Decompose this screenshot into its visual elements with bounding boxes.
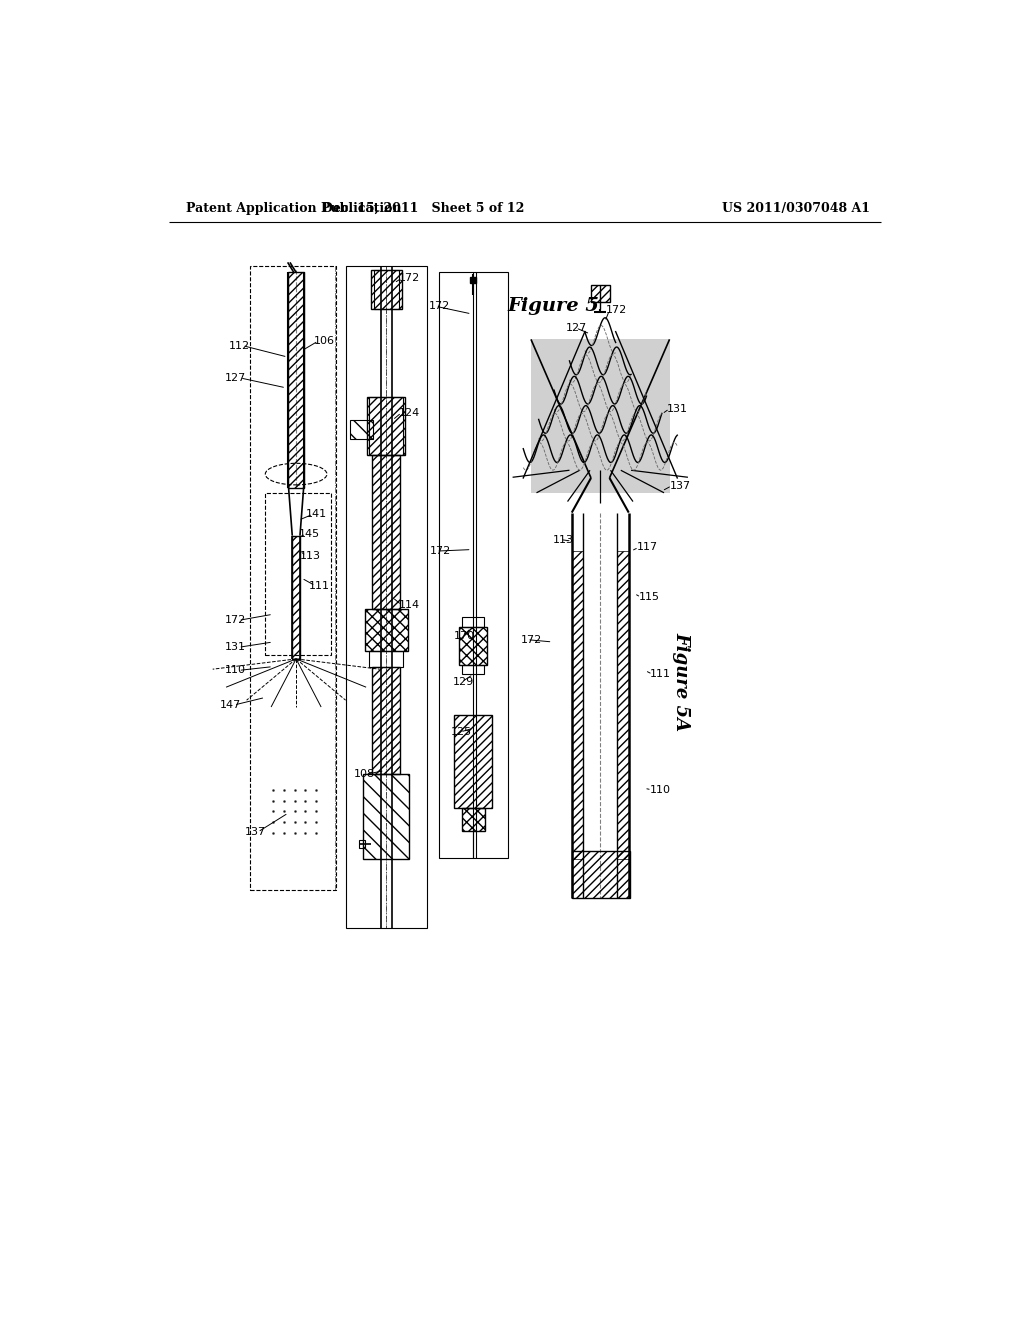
Text: 129: 129 <box>453 677 474 686</box>
Bar <box>374 271 398 309</box>
Text: 172: 172 <box>521 635 542 644</box>
Text: 108: 108 <box>354 770 375 779</box>
Bar <box>571 851 630 898</box>
Text: 172: 172 <box>429 301 451 312</box>
Bar <box>373 667 400 775</box>
Text: 127: 127 <box>565 323 587 333</box>
Text: Patent Application Publication: Patent Application Publication <box>186 202 401 215</box>
Bar <box>617 552 629 859</box>
Text: 111: 111 <box>650 669 672 680</box>
Text: Dec. 15, 2011   Sheet 5 of 12: Dec. 15, 2011 Sheet 5 of 12 <box>322 202 524 215</box>
Bar <box>531 339 670 494</box>
Text: 111: 111 <box>309 581 330 591</box>
Bar <box>371 271 401 309</box>
Bar <box>359 840 366 847</box>
Text: 114: 114 <box>398 601 420 610</box>
Bar <box>591 285 609 302</box>
Text: 113: 113 <box>300 550 321 561</box>
Text: 170: 170 <box>454 631 475 640</box>
Text: 172: 172 <box>430 546 452 556</box>
Bar <box>346 267 427 928</box>
Text: 131: 131 <box>668 404 688 413</box>
Text: 124: 124 <box>398 408 420 417</box>
Bar <box>463 665 484 675</box>
Text: 127: 127 <box>224 372 246 383</box>
Bar <box>350 420 373 440</box>
Text: 113: 113 <box>553 535 573 545</box>
Bar <box>250 267 336 890</box>
Bar <box>364 775 410 859</box>
Text: Figure 5: Figure 5 <box>508 297 600 315</box>
Text: 147: 147 <box>220 700 241 710</box>
Bar <box>454 715 493 808</box>
Bar <box>571 552 584 859</box>
Bar <box>265 494 331 655</box>
Text: 112: 112 <box>229 341 250 351</box>
Bar <box>460 627 487 665</box>
Text: 110: 110 <box>224 665 246 676</box>
Bar <box>292 536 300 659</box>
Text: 131: 131 <box>224 643 246 652</box>
Bar <box>367 397 406 455</box>
Bar <box>373 455 400 609</box>
Text: 172: 172 <box>398 273 420 282</box>
Bar <box>462 808 484 830</box>
Text: 145: 145 <box>298 529 319 539</box>
Text: 115: 115 <box>639 593 659 602</box>
Bar <box>463 618 484 627</box>
Bar <box>370 397 403 455</box>
Bar <box>289 272 304 488</box>
Text: 117: 117 <box>637 543 657 552</box>
Text: 137: 137 <box>245 828 265 837</box>
Bar <box>438 272 508 858</box>
Bar <box>365 609 408 651</box>
Text: 172: 172 <box>224 615 246 626</box>
Text: 125: 125 <box>451 727 472 737</box>
Text: 172: 172 <box>605 305 627 315</box>
Text: 141: 141 <box>306 510 328 519</box>
Text: Figure 5A: Figure 5A <box>673 632 691 731</box>
Text: US 2011/0307048 A1: US 2011/0307048 A1 <box>722 202 869 215</box>
Text: 137: 137 <box>670 480 690 491</box>
Text: 110: 110 <box>649 785 671 795</box>
Text: 106: 106 <box>313 335 335 346</box>
Bar <box>370 651 403 667</box>
